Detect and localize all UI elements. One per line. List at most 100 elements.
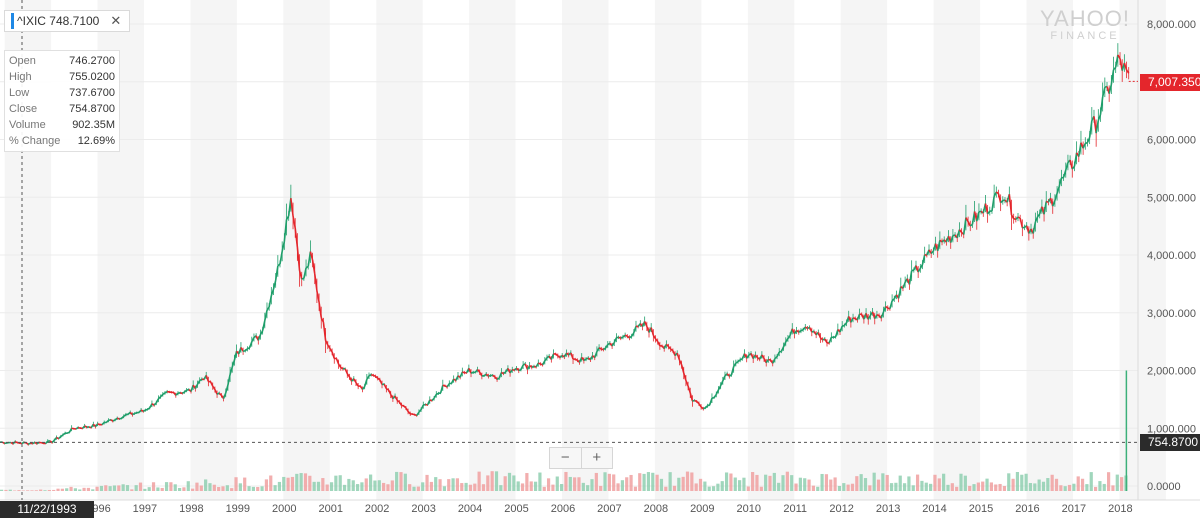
volume-bar xyxy=(1037,479,1041,491)
volume-bar xyxy=(599,485,603,491)
volume-bar xyxy=(156,487,160,491)
volume-bar xyxy=(308,475,312,491)
volume-bar xyxy=(429,481,433,491)
volume-bar xyxy=(243,477,247,491)
volume-bar xyxy=(1107,472,1111,491)
volume-bar xyxy=(347,478,351,491)
y-tick-label: 0.0000 xyxy=(1147,481,1181,493)
x-tick-label: 2017 xyxy=(1062,503,1086,515)
volume-bar xyxy=(711,486,716,491)
volume-bar xyxy=(312,481,316,491)
volume-bar xyxy=(664,486,668,491)
volume-bar xyxy=(164,482,169,491)
volume-bar xyxy=(677,477,681,491)
volume-bar xyxy=(434,477,438,491)
volume-bar xyxy=(746,486,750,491)
volume-bar xyxy=(1063,486,1067,491)
volume-bar xyxy=(60,488,64,491)
volume-bar xyxy=(659,478,664,491)
y-tick-label: 2,000.000 xyxy=(1147,366,1196,378)
volume-bar xyxy=(551,484,555,491)
volume-bar xyxy=(1080,478,1085,491)
x-tick-label: 2011 xyxy=(783,503,807,515)
volume-bar xyxy=(911,485,915,491)
volume-bar xyxy=(625,477,629,491)
volume-bar xyxy=(981,481,985,491)
volume-bar xyxy=(481,484,486,491)
year-band xyxy=(283,0,330,500)
x-tick-label: 2018 xyxy=(1108,503,1132,515)
volume-bar xyxy=(703,481,707,491)
volume-bar xyxy=(950,483,954,491)
volume-bar xyxy=(364,478,368,491)
volume-bar xyxy=(447,479,451,491)
volume-bar xyxy=(4,489,8,491)
volume-bar xyxy=(629,474,633,491)
volume-bar xyxy=(351,480,355,491)
volume-bar xyxy=(542,486,546,491)
volume-bar xyxy=(1046,478,1050,491)
x-tick-label: 2001 xyxy=(318,503,342,515)
ticker-tag[interactable]: ^IXIC 748.7100 ✕ xyxy=(4,10,131,32)
volume-bar xyxy=(959,473,963,491)
volume-bar xyxy=(724,472,729,491)
y-tick-label: 6,000.000 xyxy=(1147,135,1196,147)
volume-bar xyxy=(564,471,568,491)
volume-bar xyxy=(69,486,73,491)
volume-bar xyxy=(738,480,742,491)
volume-bar xyxy=(924,482,928,491)
volume-bar xyxy=(846,484,850,491)
volume-bar xyxy=(1011,478,1015,491)
volume-bar xyxy=(1020,474,1024,491)
volume-bar xyxy=(260,486,264,491)
volume-bar xyxy=(968,485,972,491)
volume-bar xyxy=(56,488,60,491)
volume-bar xyxy=(646,472,651,491)
volume-bar xyxy=(1054,478,1059,491)
volume-bar xyxy=(112,485,117,491)
volume-bar xyxy=(295,473,299,491)
ohlc-row: Close 754.8700 xyxy=(9,101,115,117)
volume-bar xyxy=(520,483,525,491)
volume-bar xyxy=(177,487,182,491)
volume-bar xyxy=(594,472,598,491)
x-tick-label: 2004 xyxy=(458,503,482,515)
volume-bar xyxy=(1059,485,1063,491)
last-price-flag: 7,007.350 xyxy=(1140,74,1200,91)
x-tick-label: 2003 xyxy=(411,503,435,515)
volume-bar xyxy=(329,482,334,491)
volume-bar xyxy=(525,473,529,491)
volume-bar xyxy=(989,482,993,491)
year-band xyxy=(654,0,702,500)
volume-bar xyxy=(438,479,442,491)
volume-bar xyxy=(86,487,91,491)
zoom-out-button[interactable]: − xyxy=(550,448,582,468)
volume-bar xyxy=(95,486,99,491)
volume-bar xyxy=(451,478,455,491)
zoom-in-button[interactable]: + xyxy=(592,449,602,466)
volume-bar xyxy=(1085,484,1089,491)
volume-bar xyxy=(34,490,38,491)
year-band xyxy=(840,0,888,500)
volume-bar xyxy=(876,479,881,491)
volume-bar xyxy=(468,484,473,491)
volume-bar xyxy=(690,472,694,491)
volume-bar xyxy=(490,471,494,491)
volume-bar xyxy=(803,478,807,491)
volume-bar xyxy=(52,489,56,491)
close-icon[interactable]: ✕ xyxy=(110,13,122,28)
volume-bar xyxy=(942,473,946,491)
volume-bar xyxy=(186,481,190,491)
x-tick-label: 2014 xyxy=(922,503,946,515)
volume-bar xyxy=(43,490,47,491)
logo-line-1: YAHOO! xyxy=(1040,6,1130,31)
volume-bar xyxy=(759,486,763,491)
ohlc-row: % Change 12.69% xyxy=(9,133,115,149)
ohlc-label: Volume xyxy=(9,119,46,131)
volume-bar xyxy=(807,479,811,491)
volume-bar xyxy=(412,486,416,491)
volume-bar xyxy=(173,484,177,491)
volume-bar xyxy=(824,474,829,491)
logo-line-2: FINANCE xyxy=(1050,30,1120,42)
